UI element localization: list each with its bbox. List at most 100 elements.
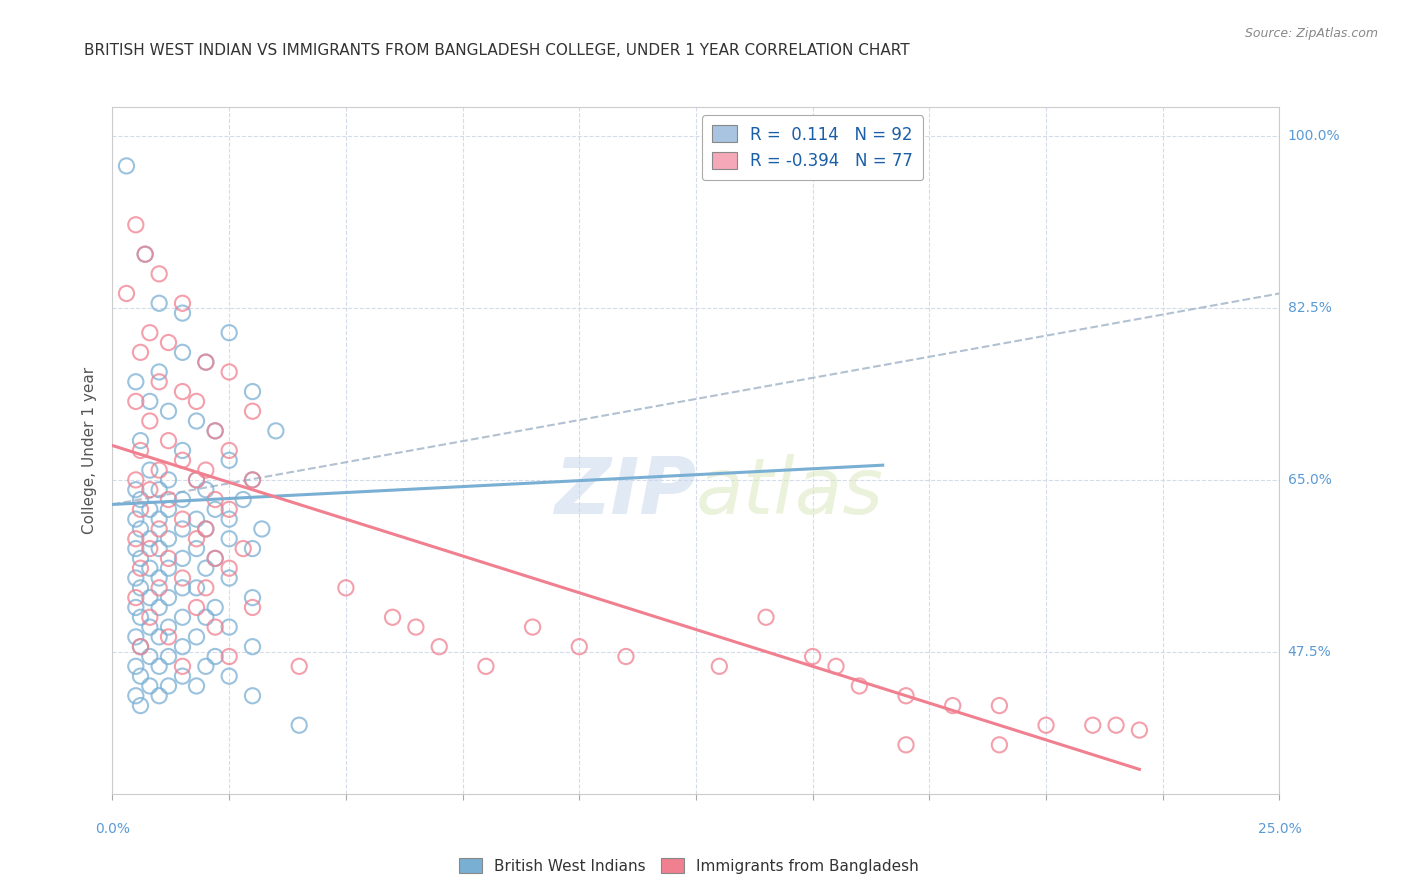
Point [194,522,217,536]
Point [405,620,427,634]
Point [148,365,170,379]
Point [129,669,152,683]
Text: Source: ZipAtlas.com: Source: ZipAtlas.com [1244,27,1378,40]
Point [801,649,824,664]
Point [115,286,138,301]
Point [288,718,311,732]
Point [148,463,170,477]
Point [204,551,226,566]
Point [232,492,254,507]
Point [204,620,226,634]
Point [139,591,162,605]
Point [186,414,208,428]
Point [129,561,152,575]
Point [172,345,194,359]
Point [186,394,208,409]
Point [335,581,357,595]
Point [148,522,170,536]
Point [204,600,226,615]
Point [125,689,148,703]
Point [148,541,170,556]
Point [148,483,170,497]
Point [148,630,170,644]
Point [139,463,162,477]
Text: 25.0%: 25.0% [1257,822,1302,836]
Point [139,502,162,516]
Point [157,679,180,693]
Point [264,424,287,438]
Point [1035,718,1057,732]
Point [157,502,180,516]
Point [157,492,180,507]
Point [218,532,240,546]
Point [125,375,148,389]
Point [125,394,148,409]
Point [139,414,162,428]
Point [172,453,194,467]
Point [125,659,148,673]
Point [125,630,148,644]
Point [157,620,180,634]
Point [129,345,152,359]
Point [194,355,217,369]
Point [242,689,264,703]
Point [194,581,217,595]
Point [148,600,170,615]
Point [129,492,152,507]
Point [129,522,152,536]
Point [148,581,170,595]
Point [186,600,208,615]
Point [242,473,264,487]
Point [157,591,180,605]
Point [614,649,637,664]
Point [125,483,148,497]
Point [194,659,217,673]
Point [172,659,194,673]
Point [194,561,217,575]
Point [139,483,162,497]
Point [125,532,148,546]
Point [172,443,194,458]
Point [218,649,240,664]
Text: 82.5%: 82.5% [1288,301,1331,315]
Point [139,679,162,693]
Point [755,610,778,624]
Point [204,649,226,664]
Point [148,375,170,389]
Point [242,591,264,605]
Point [825,659,848,673]
Point [157,630,180,644]
Point [988,698,1011,713]
Text: 65.0%: 65.0% [1288,473,1331,487]
Point [218,512,240,526]
Point [172,581,194,595]
Point [186,473,208,487]
Point [194,463,217,477]
Point [157,404,180,418]
Point [148,267,170,281]
Point [125,473,148,487]
Point [157,473,180,487]
Point [1105,718,1128,732]
Point [172,522,194,536]
Point [194,610,217,624]
Point [218,453,240,467]
Point [288,659,311,673]
Point [218,561,240,575]
Point [942,698,965,713]
Point [125,541,148,556]
Text: atlas: atlas [696,454,884,530]
Point [186,581,208,595]
Point [148,659,170,673]
Point [157,335,180,350]
Point [988,738,1011,752]
Point [148,689,170,703]
Text: 0.0%: 0.0% [96,822,129,836]
Text: 47.5%: 47.5% [1288,645,1331,658]
Point [129,443,152,458]
Point [172,669,194,683]
Legend: R =  0.114   N = 92, R = -0.394   N = 77: R = 0.114 N = 92, R = -0.394 N = 77 [702,115,924,180]
Point [381,610,404,624]
Point [204,424,226,438]
Point [194,522,217,536]
